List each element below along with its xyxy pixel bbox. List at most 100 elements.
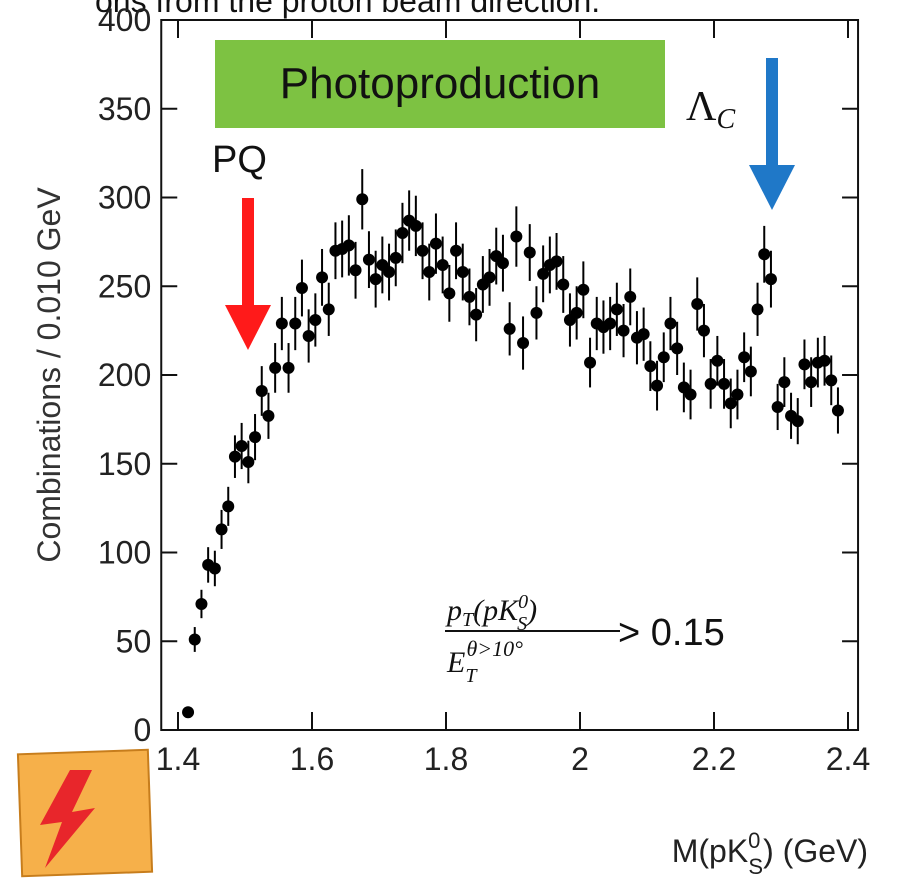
data-point — [295, 282, 308, 295]
data-point — [798, 358, 811, 371]
data-point — [651, 379, 664, 392]
data-point — [664, 317, 677, 330]
data-point — [657, 351, 670, 364]
data-point — [751, 303, 764, 316]
data-point — [697, 324, 710, 337]
data-point — [724, 397, 737, 410]
red-arrow — [225, 198, 271, 350]
data-point — [570, 306, 583, 319]
label-box — [215, 40, 665, 128]
t: T — [462, 609, 475, 631]
data-point — [771, 400, 784, 413]
data-point — [409, 219, 422, 232]
t: M(pK — [672, 833, 748, 869]
t: 0 — [748, 828, 760, 853]
data-point — [704, 377, 717, 390]
data-point — [416, 244, 429, 257]
t: ) (GeV) — [763, 833, 868, 869]
data-point — [450, 244, 463, 257]
data-point — [182, 706, 195, 719]
data-point — [610, 303, 623, 316]
data-point — [644, 360, 657, 373]
data-point — [249, 431, 262, 444]
data-point — [791, 415, 804, 428]
data-point — [443, 287, 456, 300]
data-point — [805, 376, 818, 389]
data-point — [470, 308, 483, 321]
data-point — [624, 290, 637, 303]
y-tick-label: 350 — [98, 91, 151, 127]
data-point — [537, 267, 550, 280]
data-point — [523, 246, 536, 259]
data-point — [208, 562, 221, 575]
data-point — [684, 388, 697, 401]
data-point — [309, 313, 322, 326]
data-point — [255, 384, 268, 397]
data-point — [764, 273, 777, 286]
lambda-label: ΛC — [686, 84, 735, 135]
cut-denominator: ETθ>10° — [446, 636, 523, 687]
t: T — [465, 665, 478, 687]
data-point — [242, 455, 255, 468]
y-tick-label: 0 — [133, 712, 151, 748]
t: S — [517, 613, 527, 635]
x-tick-label: 2.2 — [692, 741, 736, 777]
y-tick-label: 250 — [98, 268, 151, 304]
data-point — [396, 227, 409, 239]
data-point — [711, 354, 724, 367]
data-point — [731, 388, 744, 401]
cut-formula: pT(pK0 S) ETθ>10° — [445, 591, 620, 687]
data-point — [362, 253, 375, 266]
data-point — [215, 523, 228, 536]
data-point — [778, 376, 791, 389]
data-point — [718, 377, 731, 390]
data-point — [691, 298, 704, 310]
y-axis-label: Combinations / 0.010 GeV — [31, 187, 67, 563]
data-point — [188, 633, 201, 646]
header-text: ons from the proton beam direction. — [95, 0, 600, 19]
t: θ>10° — [466, 636, 523, 661]
data-point — [671, 342, 684, 355]
data-point — [342, 239, 355, 252]
cut-rhs: > 0.15 — [618, 612, 725, 654]
data-point — [557, 278, 570, 291]
data-point — [637, 328, 650, 341]
data-point — [503, 322, 516, 335]
data-point — [235, 440, 248, 452]
box-label: Photoproduction — [280, 59, 600, 108]
data-point — [577, 283, 590, 296]
y-tick-label: 400 — [98, 2, 151, 38]
t: S — [748, 854, 763, 879]
t: p — [445, 594, 462, 627]
data-point — [322, 303, 335, 316]
x-tick-label: 2.4 — [826, 741, 870, 777]
lambda: Λ — [686, 84, 717, 130]
data-point — [275, 317, 288, 330]
y-tick-label: 50 — [116, 623, 152, 659]
data-point — [584, 356, 597, 369]
data-point — [423, 266, 436, 279]
data-point — [758, 248, 771, 261]
data-point — [222, 500, 235, 513]
data-point — [617, 324, 630, 337]
y-tick-label: 150 — [98, 446, 151, 482]
data-point — [389, 251, 402, 264]
data-point — [429, 237, 442, 250]
t: E — [446, 646, 465, 679]
cut-numerator: pT(pK0 S) — [445, 591, 537, 635]
data-point — [369, 273, 382, 286]
zeus-logo — [16, 748, 154, 878]
plot-area: 0 50 100 150 200 250 300 350 400 1.4 1.6 1.8 2 2.2 2.4 — [98, 2, 870, 777]
data-point — [289, 317, 302, 330]
t: 0 — [518, 591, 528, 613]
lambda-sub: C — [716, 104, 735, 135]
data-point — [738, 351, 751, 364]
x-tick-label: 1.4 — [156, 741, 200, 777]
data-point — [517, 337, 530, 350]
data-point — [195, 597, 208, 610]
data-point — [825, 374, 838, 387]
x-tick-label: 1.6 — [290, 741, 334, 777]
data-point — [282, 361, 295, 374]
data-point — [302, 329, 315, 342]
x-axis-label: M(pK0 S) (GeV) — [672, 828, 868, 879]
